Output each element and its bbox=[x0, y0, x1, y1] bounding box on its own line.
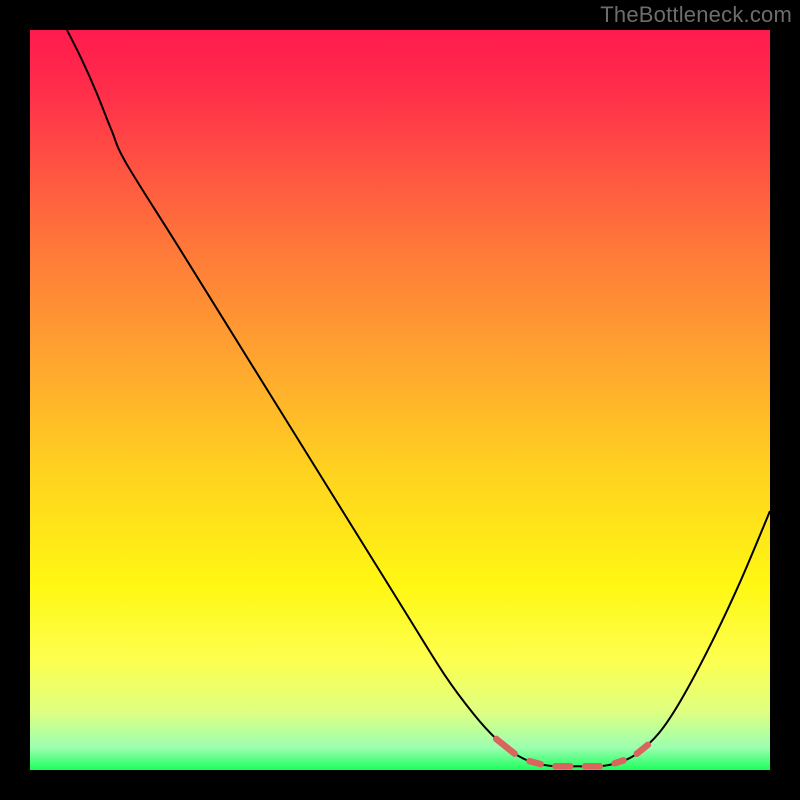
plot-area bbox=[30, 30, 770, 770]
chart-background bbox=[30, 30, 770, 770]
chart-container: TheBottleneck.com bbox=[0, 0, 800, 800]
attribution-text: TheBottleneck.com bbox=[600, 2, 792, 28]
marker-dash bbox=[615, 760, 624, 763]
chart-svg bbox=[30, 30, 770, 770]
marker-dash bbox=[530, 761, 541, 764]
